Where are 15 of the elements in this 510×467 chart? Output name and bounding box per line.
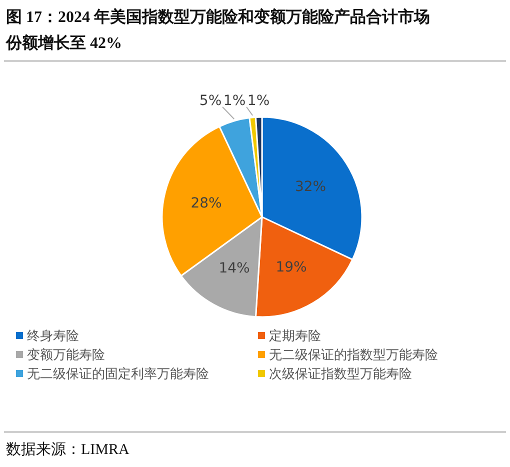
legend-label: 终身寿险 xyxy=(27,329,79,344)
legend-label: 定期寿险 xyxy=(269,329,321,344)
source-note: 数据来源：LIMRA xyxy=(6,441,130,458)
legend-label: 变额万能寿险 xyxy=(27,348,105,363)
legend-label: 无二级保证的指数型万能寿险 xyxy=(269,348,438,363)
legend-label: 无二级保证的固定利率万能寿险 xyxy=(27,366,209,382)
data-label: 19% xyxy=(276,259,307,276)
legend-label: 次级保证指数型万能寿险 xyxy=(269,367,412,382)
data-label: 14% xyxy=(218,260,250,276)
data-label: 1% xyxy=(247,93,270,109)
data-label: 1% xyxy=(223,93,246,109)
data-label: 28% xyxy=(190,196,222,212)
data-label: 32% xyxy=(294,179,326,196)
data-label: 5% xyxy=(199,93,222,109)
chart-title: 图 17：2024 年美国指数型万能险和变额万能险产品合计市场份额增长至 42% xyxy=(5,7,430,52)
